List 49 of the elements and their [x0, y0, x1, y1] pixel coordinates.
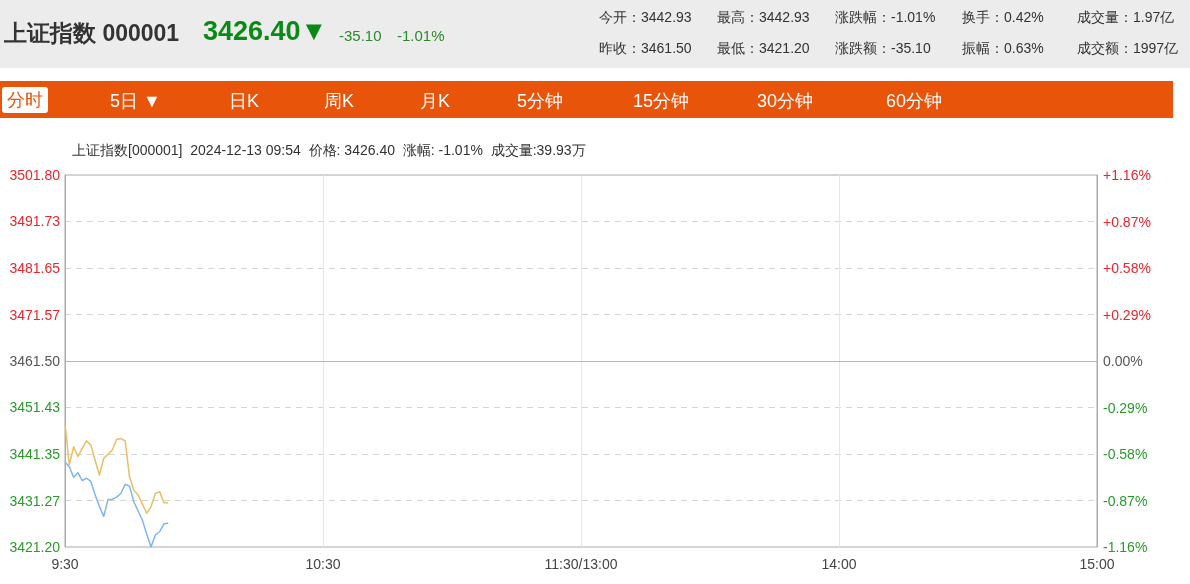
- x-tick-label: 10:30: [305, 556, 341, 572]
- x-tick-label: 9:30: [51, 556, 79, 572]
- text: 今开：3442.93: [599, 9, 692, 27]
- text: 15分钟: [633, 90, 690, 113]
- y-tick-label: 3461.50: [9, 353, 61, 369]
- text: 换手：0.42%: [962, 9, 1044, 27]
- text: -35.10: [339, 27, 382, 44]
- y2-tick-label: +0.87%: [1103, 213, 1151, 230]
- y2-tick-label: +0.29%: [1103, 306, 1151, 323]
- line-series: [64, 422, 169, 515]
- text: 日K: [229, 90, 260, 113]
- y2-tick-label: -0.87%: [1103, 492, 1148, 509]
- text: 分时: [2, 87, 48, 113]
- text: 5日 ▼: [110, 90, 161, 113]
- y-tick-label: 3431.27: [9, 492, 61, 509]
- chart-title: 上证指数 000001: [4, 19, 180, 48]
- text: 上证指数[000001] 2024-12-13 09:54 价格: 3426.40 涨幅: -1.01% 成交量:39.93万: [72, 142, 586, 160]
- y-tick-label: 3481.65: [9, 260, 61, 276]
- text: 5分钟: [517, 90, 564, 113]
- text: 涨跌额：-35.10: [835, 40, 931, 58]
- text: 成交额：1997亿: [1077, 40, 1179, 58]
- text: 涨跌幅：-1.01%: [835, 9, 936, 27]
- y-tick-label: 3441.35: [9, 446, 61, 462]
- text: 周K: [324, 90, 355, 113]
- line-series: [64, 461, 169, 548]
- y2-tick-label: -0.29%: [1103, 399, 1148, 416]
- text: 振幅：0.63%: [962, 40, 1044, 58]
- text: 60分钟: [886, 90, 943, 113]
- y2-tick-label: +0.58%: [1103, 260, 1151, 276]
- text: 最高：3442.93: [717, 9, 810, 27]
- text: 昨收：3461.50: [599, 40, 692, 58]
- text: 最低：3421.20: [717, 40, 810, 58]
- y-tick-label: 3451.43: [9, 399, 61, 416]
- x-tick-label: 11:30/13:00: [544, 556, 618, 572]
- y-tick-label: 3501.80: [9, 167, 61, 183]
- x-tick-label: 15:00: [1079, 556, 1115, 572]
- y-tick-label: 3421.20: [9, 539, 61, 555]
- text: 成交量：1.97亿: [1077, 9, 1175, 27]
- y-tick-label: 3491.73: [9, 213, 61, 230]
- text: -1.01%: [397, 27, 445, 44]
- x-tick-label: 14:00: [821, 556, 857, 572]
- y2-tick-label: 0.00%: [1103, 353, 1143, 369]
- text: 3426.40▼: [203, 16, 328, 47]
- y2-tick-label: +1.16%: [1103, 167, 1151, 183]
- y2-tick-label: -1.16%: [1103, 539, 1148, 555]
- y2-tick-label: -0.58%: [1103, 446, 1148, 462]
- y-tick-label: 3471.57: [9, 306, 61, 323]
- text: 30分钟: [757, 90, 814, 113]
- text: 月K: [420, 90, 451, 113]
